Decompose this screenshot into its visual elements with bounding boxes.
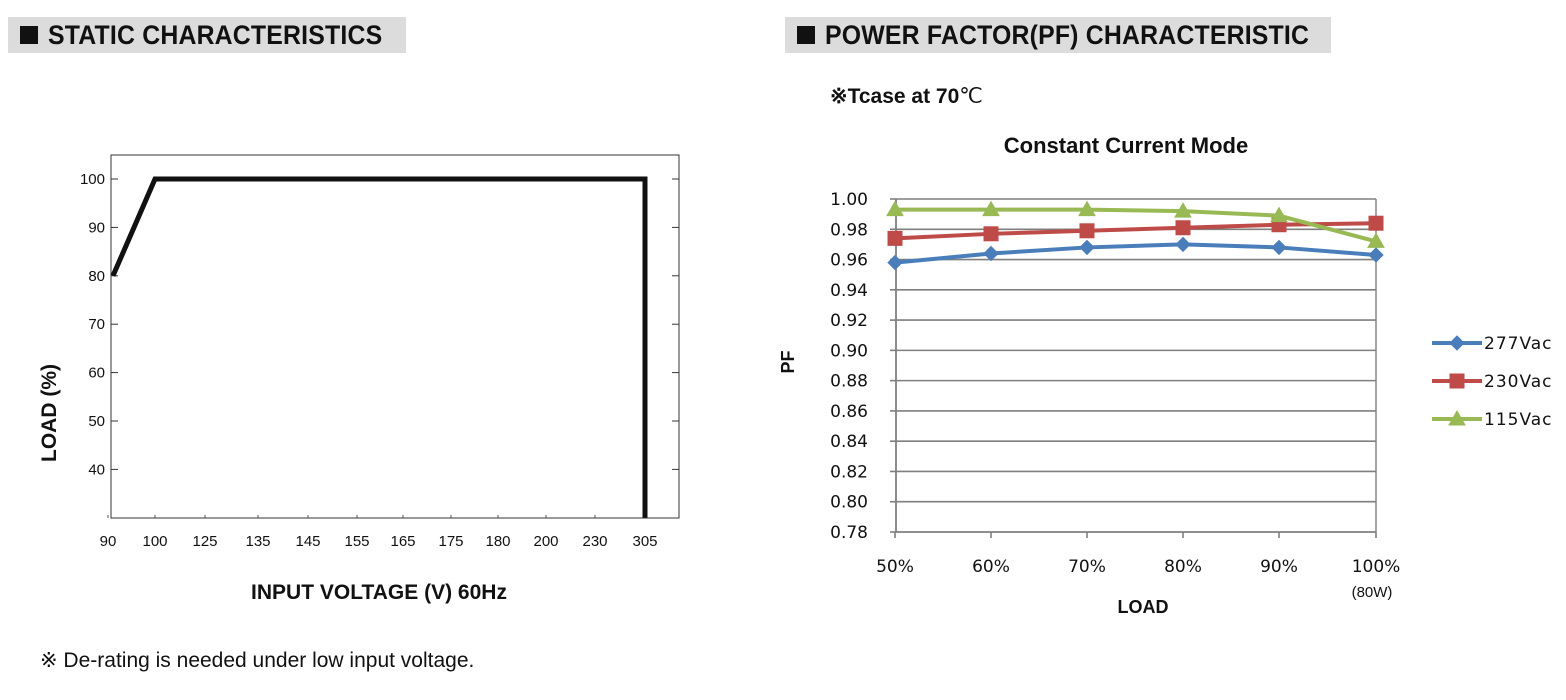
x-tick-label: 100 [142,533,167,550]
data-point [886,200,904,217]
pf-chart: Constant Current Mode 1.00 0.98 0.96 0.94 0.… [778,133,1553,617]
y-tick-label: 0.84 [830,432,868,452]
data-point [1078,200,1096,217]
y-tick-label: 0.92 [830,311,868,331]
static-y-axis: 100 90 80 70 60 50 40 [80,171,679,478]
pf-category-note: (80W) [1352,584,1393,601]
y-tick-label: 0.86 [830,402,868,422]
x-tick-label: 165 [390,533,415,550]
x-tick-label: 175 [438,533,463,550]
power-factor-title: POWER FACTOR(PF) CHARACTERISTIC [825,19,1310,50]
y-tick-label: 90 [88,219,105,236]
y-tick-label: 60 [88,365,105,382]
legend-item-115vac: 115Vac [1432,409,1553,430]
series-line [895,207,1377,244]
series-277vac [887,236,1384,271]
y-tick-label: 100 [80,171,105,188]
x-tick-label: 180 [485,533,510,550]
static-series [110,176,648,518]
x-tick-label: 155 [344,533,369,550]
x-tick-label: 50% [876,557,914,577]
legend-marker [1448,409,1466,426]
reference-mark: ※ [830,85,848,108]
legend-label: 277Vac [1484,334,1553,354]
static-plot-frame [110,154,680,519]
x-tick-label: 200 [533,533,558,550]
tcase-unit: ℃ [959,85,983,108]
tcase-text: Tcase at 70 [847,85,960,108]
data-point [1367,232,1385,248]
tcase-note: ※Tcase at 70℃ [830,84,983,109]
static-y-axis-label: LOAD (%) [38,364,61,462]
x-tick-label: 90% [1260,557,1298,577]
pf-y-axis-label: PF [778,350,798,373]
y-tick-label: 0.80 [830,493,868,513]
series-line [894,221,1377,241]
y-tick-label: 0.98 [830,220,868,240]
data-point [1270,206,1288,223]
static-x-axis: 90 100 125 135 145 155 165 175 180 200 230 305 [100,515,658,550]
pf-chart-title: Constant Current Mode [1004,133,1248,158]
y-tick-label: 0.88 [830,372,868,392]
x-tick-label: 125 [192,533,217,550]
data-point [1175,236,1191,253]
data-point [887,230,903,246]
pf-legend: 277Vac 230Vac 115Vac [1432,334,1553,430]
bullet-square-icon [797,26,815,44]
data-point [1174,202,1192,218]
series-230vac [887,215,1384,246]
x-tick-label: 100% [1352,557,1401,577]
data-point [887,254,903,271]
y-tick-label: 0.82 [830,462,868,482]
y-tick-label: 0.90 [830,341,868,361]
y-tick-label: 70 [88,316,105,333]
x-tick-label: 145 [295,533,320,550]
pf-y-axis: 1.00 0.98 0.96 0.94 0.92 0.90 0.88 0.86 0.84 0.82… [830,190,896,543]
x-tick-label: 60% [972,557,1010,577]
static-x-axis-label: INPUT VOLTAGE (V) 60Hz [251,581,507,604]
load-curve-line [110,176,648,518]
y-tick-label: 0.96 [830,251,868,271]
pf-series [886,200,1385,271]
data-point [1271,239,1287,256]
y-tick-label: 80 [88,268,105,285]
y-tick-label: 0.78 [830,523,868,543]
x-tick-label: 230 [582,533,607,550]
data-point [1368,215,1384,231]
legend-item-230vac: 230Vac [1432,372,1553,392]
data-point [1175,220,1191,236]
x-tick-label: 135 [245,533,270,550]
legend-item-277vac: 277Vac [1432,334,1553,354]
x-tick-label: 80% [1164,557,1202,577]
x-tick-label: 305 [632,533,657,550]
data-point [1079,239,1095,256]
pf-x-axis-label: LOAD [1118,597,1169,617]
series-line [894,242,1377,265]
y-tick-label: 50 [88,413,105,430]
x-tick-label: 70% [1068,557,1106,577]
data-point [1079,223,1095,239]
legend-marker [1449,335,1465,351]
bullet-square-icon [20,26,38,44]
legend-marker [1449,373,1465,389]
power-factor-header: POWER FACTOR(PF) CHARACTERISTIC [785,17,1331,53]
static-characteristics-header: STATIC CHARACTERISTICS [8,17,406,53]
data-point [1368,247,1384,263]
static-characteristics-title: STATIC CHARACTERISTICS [48,19,383,50]
data-point [983,226,999,242]
legend-label: 230Vac [1484,372,1553,392]
derating-note: ※ De-rating is needed under low input vo… [40,649,475,672]
series-115vac [886,200,1385,248]
y-tick-label: 40 [88,461,105,478]
pf-x-axis: 50% 60% 70% 80% 90% 100% [876,532,1400,577]
legend-label: 115Vac [1484,410,1553,430]
y-tick-label: 0.94 [830,281,868,301]
static-chart: 100 90 80 70 60 50 40 90 100 125 135 145 155 165 175 1… [38,154,680,604]
x-tick-label: 90 [100,533,117,550]
data-point [982,200,1000,217]
data-point [983,245,999,262]
y-tick-label: 1.00 [830,190,868,210]
